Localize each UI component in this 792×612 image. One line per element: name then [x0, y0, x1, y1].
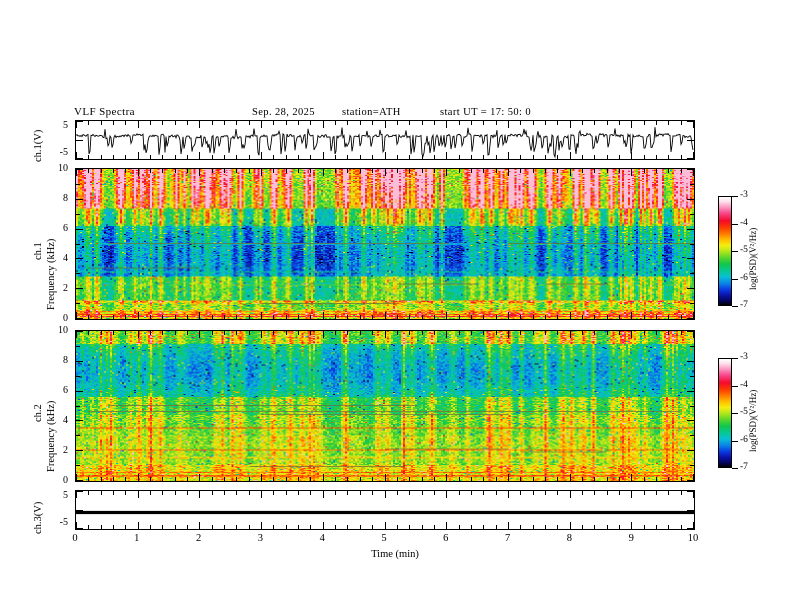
ch3-waveform-trace: [76, 510, 694, 515]
figure-date: Sep. 28, 2025: [252, 107, 315, 118]
ch2-colorbar: [718, 358, 732, 468]
ch1-freq-tick-8: 8: [63, 193, 68, 204]
ch2-spectrogram-panel: [75, 330, 695, 482]
ch1-cbar-tick-neg3: -3: [740, 190, 748, 200]
figure-start-time: start UT = 17: 50: 0: [440, 107, 532, 118]
ch2-freq-tick-8: 8: [63, 355, 68, 366]
ch1-colorbar: [718, 196, 732, 306]
ch1-cbar-tick-neg5: -5: [740, 245, 748, 255]
x-tick-5: 5: [381, 533, 387, 544]
ch1-ytick-pos: 5: [63, 120, 68, 131]
ch1-waveform-trace: [76, 127, 694, 159]
ch2-spectrogram-image: [76, 331, 694, 481]
ch3-ytick-pos: 5: [63, 490, 68, 501]
ch1-cbar-tick-neg6: -6: [740, 272, 748, 283]
ch2-freq-tick-0: 0: [63, 475, 68, 486]
ch1-freq-tick-4: 4: [63, 253, 68, 264]
ch1-colorbar-label: log(PSD)(V²/Hz): [748, 227, 758, 290]
ch1-cbar-tick-neg4: -4: [740, 217, 748, 228]
x-tick-10: 10: [687, 533, 699, 544]
ch2-cbar-tickmark: [732, 440, 738, 442]
ch3-waveform-panel: [75, 490, 695, 530]
ch2-cbar-tick-neg7: -7: [740, 462, 748, 472]
ch2-cbar-tickmark: [732, 413, 738, 414]
ch1-waveform-ylabel: ch.1(V): [33, 129, 44, 162]
x-tick-4: 4: [319, 533, 325, 544]
ch2-spectrogram-channel-label: ch.2: [33, 404, 44, 422]
ch2-cbar-tick-neg6: -6: [740, 434, 748, 445]
x-tick-7: 7: [504, 533, 511, 544]
ch1-ytick-neg: -5: [59, 147, 68, 158]
x-tick-2: 2: [195, 533, 202, 544]
ch2-freq-tick-2: 2: [63, 445, 68, 456]
ch1-freq-tick-0: 0: [63, 313, 68, 324]
ch2-freq-tick-4: 4: [63, 415, 68, 426]
ch1-spectrogram-channel-label: ch.1: [33, 242, 44, 260]
figure-title: VLF Spectra: [74, 106, 135, 118]
ch1-colorbar-gradient: [719, 197, 731, 305]
x-tick-1: 1: [134, 533, 140, 544]
ch2-freq-tick-10: 10: [58, 325, 68, 336]
ch2-cbar-tick-neg5: -5: [740, 407, 748, 417]
ch2-cbar-tick-neg3: -3: [740, 352, 748, 362]
ch1-cbar-tickmark: [732, 223, 738, 225]
x-tick-0: 0: [72, 533, 78, 544]
ch1-waveform-panel: [75, 120, 695, 160]
ch2-cbar-tickmark: [732, 358, 738, 359]
ch1-spectrogram-image: [76, 169, 694, 319]
ch2-colorbar-label: log(PSD)(V²/Hz): [748, 389, 758, 452]
ch1-freq-tick-6: 6: [63, 223, 68, 234]
x-tick-3: 3: [257, 533, 264, 544]
x-tick-8: 8: [566, 533, 573, 544]
ch2-cbar-tickmark: [732, 468, 738, 469]
ch2-freq-tick-6: 6: [63, 385, 68, 396]
ch1-cbar-tickmark: [732, 306, 738, 307]
ch1-cbar-tickmark: [732, 251, 738, 252]
ch2-cbar-tick-neg4: -4: [740, 379, 748, 390]
ch1-cbar-tickmark: [732, 196, 738, 197]
ch1-cbar-tick-neg7: -7: [740, 300, 748, 310]
ch2-cbar-tickmark: [732, 385, 738, 387]
ch2-colorbar-gradient: [719, 359, 731, 467]
ch1-cbar-tickmark: [732, 278, 738, 280]
ch1-freq-tick-2: 2: [63, 283, 68, 294]
x-tick-9: 9: [628, 533, 634, 544]
x-tick-6: 6: [443, 533, 449, 544]
ch3-waveform-ylabel: ch.3(V): [33, 501, 44, 534]
x-axis-label: Time (min): [371, 549, 419, 560]
ch3-ytick-neg: -5: [59, 517, 68, 528]
ch1-freq-tick-10: 10: [58, 163, 68, 174]
figure-station: station=ATH: [342, 107, 401, 118]
ch1-spectrogram-panel: [75, 168, 695, 320]
